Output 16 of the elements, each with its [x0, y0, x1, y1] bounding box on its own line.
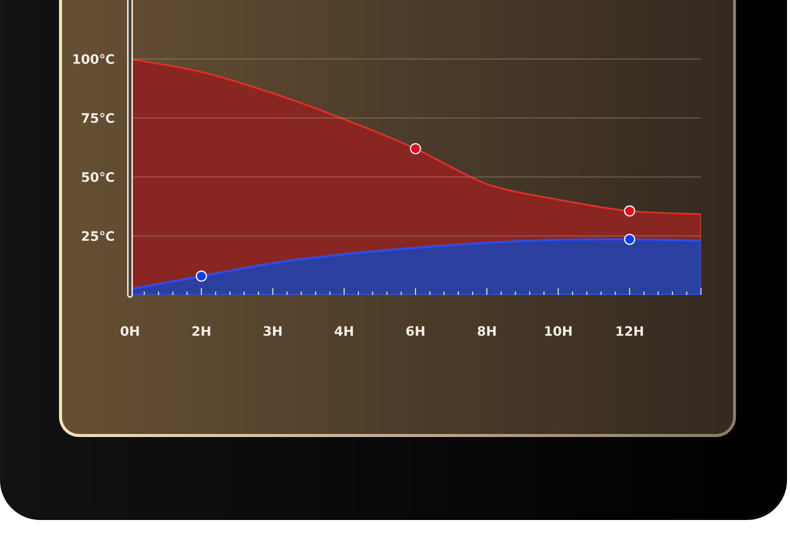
point	[624, 234, 636, 245]
x-tick-label: 0H	[120, 326, 139, 336]
point	[624, 205, 636, 217]
x-tick-label: 2H	[192, 326, 210, 336]
y-tick-label: 25℃	[82, 231, 114, 241]
point	[410, 143, 422, 154]
x-tick-label: 4H	[334, 326, 353, 336]
x-tick-label: 12H	[616, 326, 643, 336]
x-tick-label: 6H	[406, 326, 424, 336]
y-tick-label: 75℃	[82, 113, 114, 123]
y-tick-label: 50℃	[82, 172, 114, 182]
x-tick-label: 3H	[264, 326, 282, 336]
x-tick-label: 8H	[478, 326, 496, 336]
x-tick-label: 10H	[545, 326, 572, 336]
point	[196, 270, 207, 282]
y-tick-label: 100℃	[73, 54, 114, 64]
